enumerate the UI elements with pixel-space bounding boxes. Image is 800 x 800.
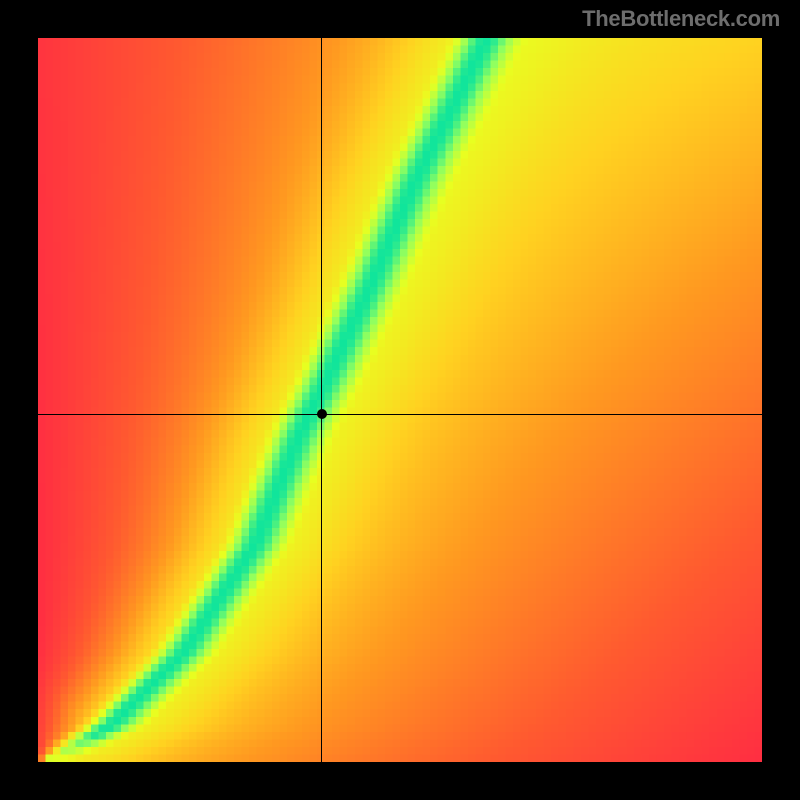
crosshair-vertical [321, 38, 322, 762]
heatmap-canvas [38, 38, 762, 762]
crosshair-horizontal [38, 414, 762, 415]
watermark-text: TheBottleneck.com [582, 6, 780, 32]
